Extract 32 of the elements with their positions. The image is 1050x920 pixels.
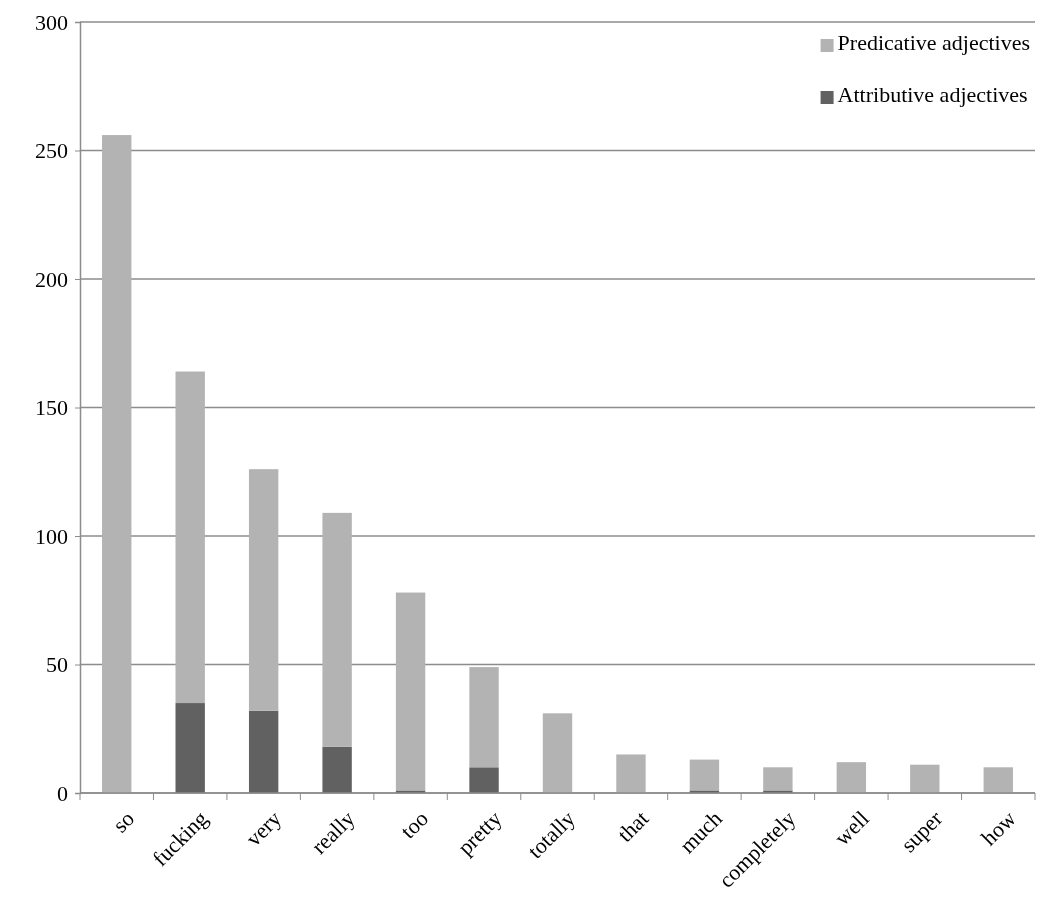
bar — [542, 713, 573, 793]
y-tick-label: 0 — [57, 780, 68, 806]
bar — [983, 767, 1013, 793]
bar — [395, 592, 426, 791]
bar — [175, 703, 205, 793]
x-tick-label: that — [612, 805, 654, 847]
y-tick-label: 250 — [35, 138, 68, 164]
y-tick-label: 300 — [35, 9, 68, 35]
y-tick-label: 50 — [46, 652, 68, 678]
y-tick-label: 150 — [35, 395, 68, 421]
legend-label: Attributive adjectives — [837, 82, 1028, 107]
bar — [102, 135, 132, 793]
x-tick-label: well — [829, 805, 874, 851]
bar — [689, 759, 720, 791]
bar — [836, 762, 867, 793]
bar — [910, 764, 940, 793]
bar — [175, 371, 205, 704]
bar — [322, 512, 352, 747]
x-tick-label: very — [240, 805, 287, 852]
bar — [322, 746, 352, 793]
bar — [616, 754, 646, 793]
bar — [469, 767, 499, 793]
y-tick-label: 200 — [35, 266, 68, 292]
y-tick-label: 100 — [35, 523, 68, 549]
bar — [248, 710, 279, 793]
x-tick-label: so — [107, 805, 140, 838]
x-tick-label: how — [976, 805, 1021, 851]
bar — [248, 469, 279, 711]
x-tick-label: too — [395, 805, 433, 844]
bar — [469, 667, 499, 768]
legend-label: Predicative adjectives — [837, 30, 1030, 55]
bar — [763, 767, 793, 791]
